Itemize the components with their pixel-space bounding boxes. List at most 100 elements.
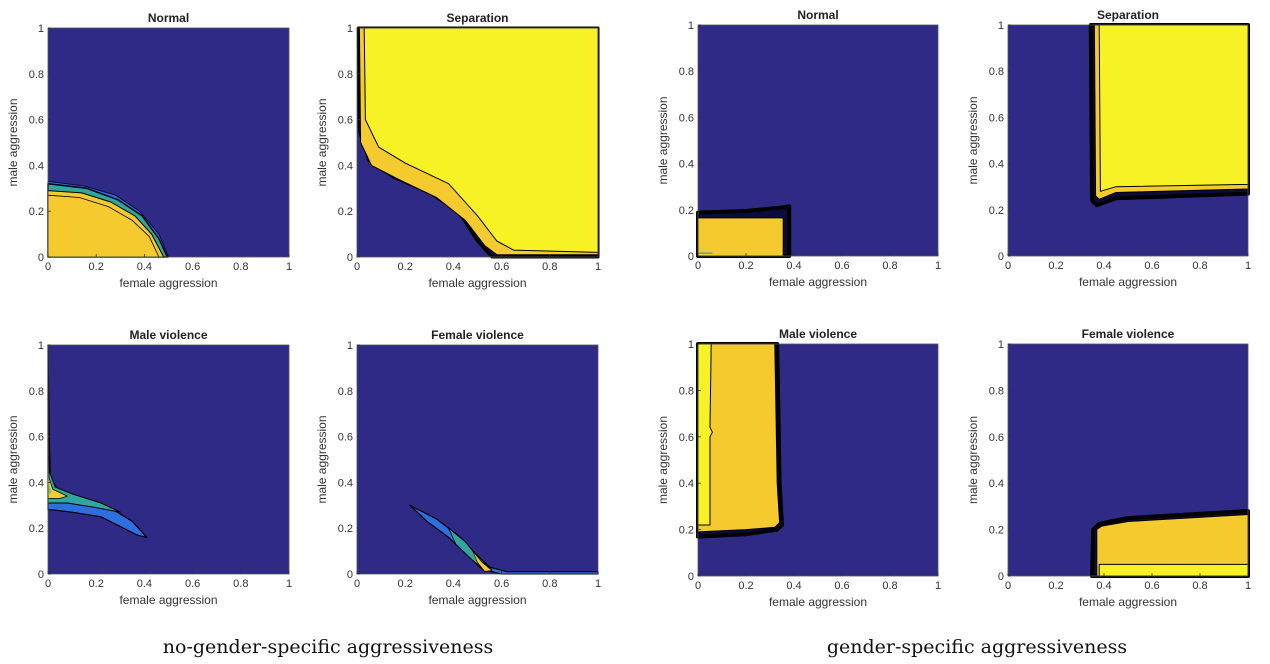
x-tick-label: 0.2 <box>1048 580 1063 592</box>
x-tick-label: 0 <box>695 580 701 592</box>
x-axis-label: female aggression <box>1079 595 1177 609</box>
plot-area <box>48 345 289 574</box>
y-tick-label: 1 <box>998 20 1004 32</box>
x-tick-label: 0.4 <box>786 580 801 592</box>
contour-region-high <box>1098 563 1249 577</box>
y-axis-label: male aggression <box>656 416 670 504</box>
y-tick-label: 0.4 <box>338 477 353 489</box>
y-tick-label: 0.2 <box>338 523 353 535</box>
x-tick-label: 1 <box>935 580 941 592</box>
panel-title: Normal <box>797 8 838 22</box>
plot-frame <box>697 343 939 577</box>
x-axis-label: female aggression <box>119 593 217 607</box>
plot-frame <box>1007 343 1249 577</box>
contour-region-high <box>697 343 713 526</box>
contour-band-inner <box>472 550 493 572</box>
panel-title: Female violence <box>1082 327 1175 341</box>
x-tick-label: 0 <box>1005 260 1011 272</box>
y-tick-label: 0.6 <box>338 432 353 444</box>
x-tick-label: 0.4 <box>446 261 461 273</box>
y-tick-label: 0.2 <box>29 523 44 535</box>
panel-2: Separation 0 0.2 0.4 0.6 0.8 1 0 0.2 0.4 0.6 0.8 1 fe… <box>315 11 601 290</box>
y-tick-label: 0.4 <box>989 478 1004 490</box>
x-tick-label: 0.2 <box>89 261 104 273</box>
plot-frame <box>47 27 290 258</box>
y-tick-label: 0.8 <box>338 386 353 398</box>
panel-4: Female violence 0 0.2 0.4 0.6 0.8 1 0 0.2 0.4 0.6 0… <box>315 328 601 607</box>
y-tick-label: 1 <box>688 339 694 351</box>
x-tick-label: 1 <box>1245 260 1251 272</box>
plot-area <box>357 345 598 574</box>
y-tick-label: 0.2 <box>989 205 1004 217</box>
y-axis-label: male aggression <box>315 98 329 186</box>
y-tick-label: 0.4 <box>29 160 44 172</box>
x-tick-label: 0.8 <box>882 260 897 272</box>
y-axis-label: male aggression <box>656 96 670 184</box>
y-axis-label: male aggression <box>6 415 20 503</box>
y-tick-label: 0.6 <box>989 112 1004 124</box>
contour-region-mid <box>697 343 781 533</box>
y-tick-label: 0.4 <box>679 478 694 490</box>
x-tick-label: 0.2 <box>738 580 753 592</box>
y-tick-label: 0 <box>998 571 1004 583</box>
x-axis-label: female aggression <box>119 276 217 290</box>
contour-region-high <box>1098 24 1249 192</box>
x-tick-label: 0.6 <box>834 580 849 592</box>
x-tick-label: 0.8 <box>882 580 897 592</box>
y-tick-label: 0 <box>688 251 694 263</box>
y-tick-label: 0.4 <box>29 477 44 489</box>
y-tick-label: 0.8 <box>29 69 44 81</box>
plot-frame <box>697 24 939 257</box>
panel-title: Normal <box>148 11 189 25</box>
plot-frame <box>1007 24 1249 257</box>
y-tick-label: 0.6 <box>989 432 1004 444</box>
x-axis-label: female aggression <box>428 593 526 607</box>
x-tick-label: 0.8 <box>542 261 557 273</box>
x-tick-label: 1 <box>1245 580 1251 592</box>
panel-title: Separation <box>1097 8 1159 22</box>
x-tick-label: 0 <box>354 578 360 590</box>
x-tick-label: 0.2 <box>398 261 413 273</box>
panel-title: Female violence <box>431 328 524 342</box>
y-tick-label: 0 <box>347 569 353 581</box>
y-axis-label: male aggression <box>966 96 980 184</box>
y-tick-label: 0 <box>38 252 44 264</box>
y-tick-label: 0.2 <box>679 205 694 217</box>
y-tick-label: 0.2 <box>338 206 353 218</box>
y-tick-label: 1 <box>998 339 1004 351</box>
x-tick-label: 0.6 <box>494 261 509 273</box>
panel-title: Male violence <box>779 327 857 341</box>
x-tick-label: 0.2 <box>1048 260 1063 272</box>
contour-region-low <box>698 252 713 254</box>
y-tick-label: 0 <box>998 251 1004 263</box>
x-tick-label: 0.6 <box>834 260 849 272</box>
x-tick-label: 0 <box>1005 580 1011 592</box>
x-tick-label: 0.4 <box>137 578 152 590</box>
x-tick-label: 0.2 <box>398 578 413 590</box>
x-tick-label: 0.6 <box>1144 580 1159 592</box>
x-tick-label: 0.4 <box>1096 260 1111 272</box>
x-tick-label: 1 <box>935 260 941 272</box>
plot-frame <box>356 344 599 575</box>
contour-region-mid <box>697 217 784 257</box>
x-tick-label: 0.8 <box>542 578 557 590</box>
x-tick-label: 0 <box>45 578 51 590</box>
plot-frame <box>47 344 290 575</box>
y-tick-label: 0 <box>688 571 694 583</box>
y-tick-label: 0.4 <box>679 159 694 171</box>
y-tick-label: 0.6 <box>338 115 353 127</box>
y-tick-label: 0.8 <box>989 66 1004 78</box>
panel-8: Female violence 0 0.2 0.4 0.6 0.8 1 0 0.2 0.4 0.6 0… <box>966 327 1251 609</box>
y-tick-label: 0.8 <box>679 385 694 397</box>
x-tick-label: 0.8 <box>1192 580 1207 592</box>
contour-region-inner <box>47 194 160 258</box>
x-tick-label: 0.4 <box>446 578 461 590</box>
panel-title: Separation <box>446 11 508 25</box>
y-axis-label: male aggression <box>6 98 20 186</box>
panel-7: Male violence 0 0.2 0.4 0.6 0.8 1 0 0.2 0.4 0.6 0.8… <box>656 327 941 609</box>
x-tick-label: 0 <box>45 261 51 273</box>
x-tick-label: 0.2 <box>738 260 753 272</box>
y-tick-label: 1 <box>688 20 694 32</box>
x-tick-label: 1 <box>595 578 601 590</box>
y-tick-label: 1 <box>347 23 353 35</box>
